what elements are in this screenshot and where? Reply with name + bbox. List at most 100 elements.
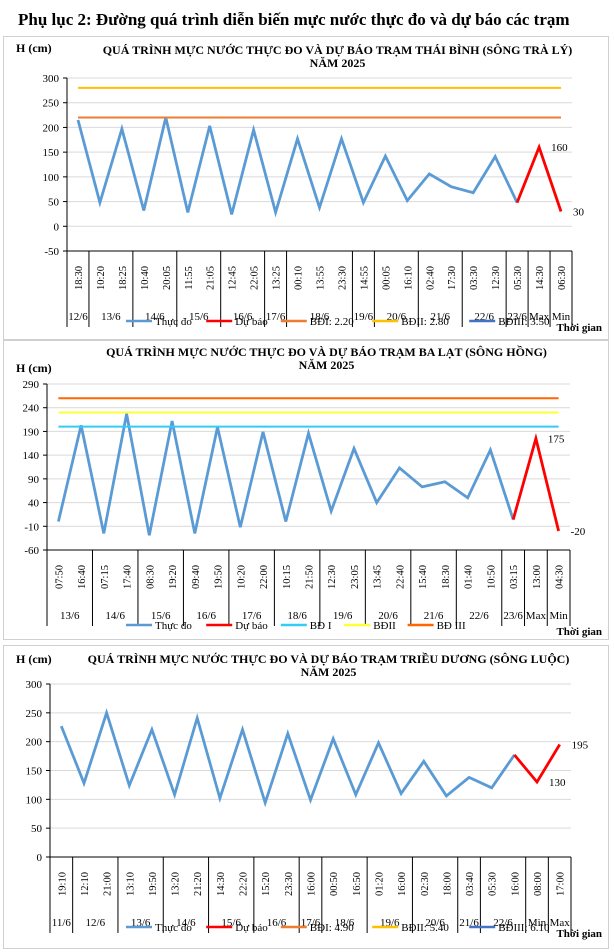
x-tick-label: 01:20 <box>374 872 385 896</box>
y-tick-label: 190 <box>23 426 40 438</box>
series-line-forecast <box>513 743 561 785</box>
chart-ba-lat: QUÁ TRÌNH MỰC NƯỚC THỰC ĐO VÀ DỰ BÁO TRẠ… <box>3 340 609 640</box>
series-line-forecast <box>511 432 560 532</box>
date-group-label: 17/6 <box>242 610 262 622</box>
y-tick-label: 90 <box>28 474 40 486</box>
x-tick-label: 13:20 <box>171 872 182 896</box>
date-group-label: 12/6 <box>86 917 106 929</box>
date-group-label: 23/6 <box>503 610 523 622</box>
x-tick-label: 02:30 <box>420 872 431 896</box>
legend-label: Thực đo <box>155 620 192 632</box>
x-tick-label: 10:40 <box>140 266 151 290</box>
x-axis-label: Thời gian <box>556 322 602 334</box>
x-tick-label: 22:40 <box>395 565 406 589</box>
x-axis-label: Thời gian <box>556 626 602 638</box>
x-tick-label: 10:20 <box>236 565 247 589</box>
x-tick-label: 18:00 <box>442 872 453 896</box>
data-label: 30 <box>573 206 585 218</box>
data-label: 175 <box>548 434 565 446</box>
chart-thai-binh: QUÁ TRÌNH MỰC NƯỚC THỰC ĐO VÀ DỰ BÁO TRẠ… <box>3 36 609 340</box>
date-group-label: 19/6 <box>333 610 353 622</box>
y-axis-label: H (cm) <box>16 41 52 55</box>
x-tick-label: 12:45 <box>228 266 239 290</box>
date-group-label: Min <box>528 917 547 929</box>
y-tick-label: 200 <box>26 737 43 749</box>
x-tick-label: 12:30 <box>491 266 502 290</box>
x-tick-label: 21:50 <box>305 565 316 589</box>
legend-label: Thực đo <box>155 316 192 328</box>
y-tick-label: 150 <box>43 147 60 159</box>
x-tick-label: 21:05 <box>206 266 217 290</box>
legend-label: BĐI: 2.20 <box>310 316 355 328</box>
x-tick-label: 18:30 <box>74 266 85 290</box>
date-group-label: Min <box>552 311 571 323</box>
date-group-label: 22/6 <box>493 917 513 929</box>
x-tick-label: 21:00 <box>103 872 114 896</box>
series-line-observed <box>57 413 515 536</box>
data-label: 195 <box>572 740 589 752</box>
x-tick-label: 23:05 <box>350 565 361 589</box>
legend-label: BĐII: 5.40 <box>401 922 449 934</box>
x-tick-label: 16:50 <box>352 872 363 896</box>
legend-label: BĐII: 2.80 <box>401 316 449 328</box>
data-label: -20 <box>571 526 586 538</box>
x-tick-label: 22:05 <box>250 266 261 290</box>
x-tick-label: 08:00 <box>533 872 544 896</box>
y-tick-label: 300 <box>26 679 43 691</box>
x-tick-label: 16:00 <box>510 872 521 896</box>
legend-label: Dự báo <box>235 922 268 934</box>
legend-label: BĐ I <box>310 620 332 632</box>
x-tick-label: 23:30 <box>284 872 295 896</box>
x-tick-label: 02:40 <box>425 266 436 290</box>
x-tick-label: 15:20 <box>261 872 272 896</box>
date-group-label: 16/6 <box>233 311 253 323</box>
chart-subtitle: NĂM 2025 <box>310 56 366 70</box>
series-line-forecast <box>515 143 563 212</box>
y-tick-label: 140 <box>23 450 40 462</box>
x-tick-label: 11:55 <box>184 266 195 290</box>
y-tick-label: 250 <box>43 98 60 110</box>
legend-label: BĐ III <box>437 620 466 632</box>
x-tick-label: 17:00 <box>556 872 567 896</box>
y-tick-label: 250 <box>26 708 43 720</box>
date-group-label: 23/6 <box>507 311 527 323</box>
x-tick-label: 18:30 <box>441 565 452 589</box>
y-tick-label: 0 <box>54 221 60 233</box>
x-tick-label: 00:05 <box>381 266 392 290</box>
date-group-label: 22/6 <box>469 610 489 622</box>
x-tick-label: 23:30 <box>337 266 348 290</box>
y-axis-label: H (cm) <box>16 361 52 375</box>
x-tick-label: 08:30 <box>145 565 156 589</box>
x-tick-label: 21:20 <box>193 872 204 896</box>
page-title: Phụ lục 2: Đường quá trình diễn biến mực… <box>18 10 570 29</box>
x-tick-label: 05:30 <box>488 872 499 896</box>
y-tick-label: 150 <box>26 766 43 778</box>
y-tick-label: 100 <box>26 794 43 806</box>
x-tick-label: 10:20 <box>96 266 107 290</box>
date-group-label: 18/6 <box>287 610 307 622</box>
x-tick-label: 00:10 <box>294 266 305 290</box>
x-tick-label: 00:50 <box>329 872 340 896</box>
chart-ba-lat-svg: QUÁ TRÌNH MỰC NƯỚC THỰC ĐO VÀ DỰ BÁO TRẠ… <box>16 344 602 638</box>
series-line-observed <box>76 117 519 218</box>
y-tick-label: 290 <box>23 379 40 391</box>
x-tick-label: 13:55 <box>316 266 327 290</box>
date-group-label: 12/6 <box>68 311 88 323</box>
x-tick-label: 09:40 <box>191 565 202 589</box>
chart-trieu-duong-svg: QUÁ TRÌNH MỰC NƯỚC THỰC ĐO VÀ DỰ BÁO TRẠ… <box>16 651 602 940</box>
chart-trieu-duong: QUÁ TRÌNH MỰC NƯỚC THỰC ĐO VÀ DỰ BÁO TRẠ… <box>3 645 609 949</box>
date-group-label: 15/6 <box>189 311 209 323</box>
y-tick-label: 200 <box>43 122 60 134</box>
date-group-label: 20/6 <box>425 917 445 929</box>
y-tick-label: -10 <box>24 521 39 533</box>
x-tick-label: 10:50 <box>486 565 497 589</box>
date-group-label: 19/6 <box>354 311 374 323</box>
x-tick-label: 03:40 <box>465 872 476 896</box>
x-tick-label: 17:30 <box>447 266 458 290</box>
x-tick-label: 19:50 <box>214 565 225 589</box>
y-tick-label: 50 <box>31 823 43 835</box>
legend-label: Dự báo <box>235 620 268 632</box>
y-tick-label: -60 <box>24 545 39 557</box>
data-label: 130 <box>549 777 566 789</box>
date-group-label: 21/6 <box>424 610 444 622</box>
